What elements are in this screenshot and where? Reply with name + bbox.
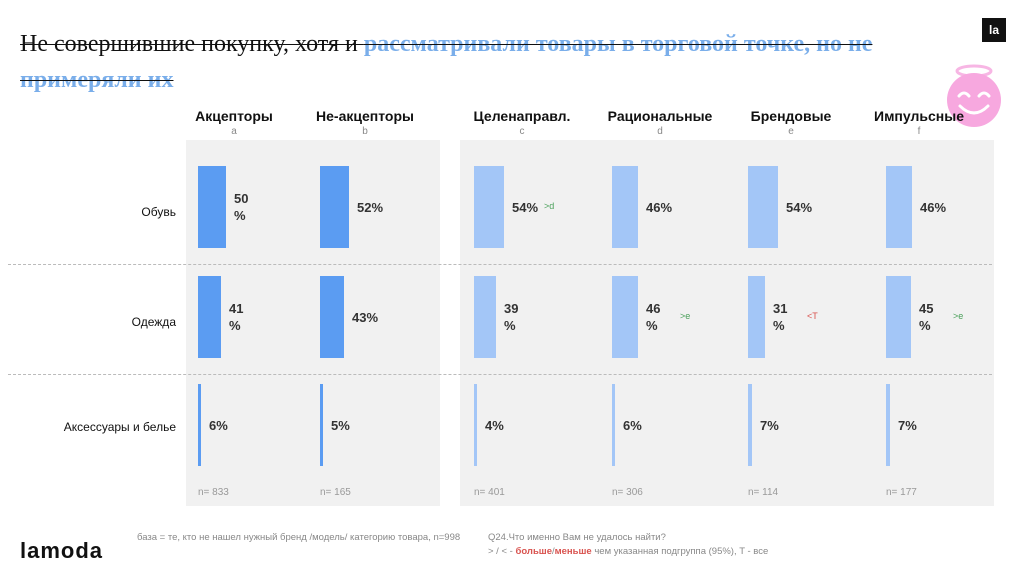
value-label: 4% <box>485 417 504 433</box>
bar <box>474 166 504 248</box>
row-divider <box>8 374 992 375</box>
value-label: 54% <box>786 199 813 215</box>
significance-label: >e <box>953 311 964 321</box>
group-header: Не-акцепторы <box>316 108 414 124</box>
bar <box>748 276 765 358</box>
sample-size: n= 306 <box>612 487 643 498</box>
group-letter: a <box>231 126 237 137</box>
value-label: 46 % <box>646 301 661 333</box>
sample-size: n= 401 <box>474 487 505 498</box>
group-letter: f <box>917 126 921 137</box>
value-label: 7% <box>898 417 917 433</box>
bar <box>474 276 496 358</box>
bar <box>748 166 778 248</box>
bar <box>612 276 638 358</box>
bar <box>886 384 890 466</box>
group-header: Брендовые <box>750 108 832 124</box>
panel-acceptors <box>186 140 440 506</box>
value-label: 6% <box>209 417 228 433</box>
row-label: Одежда <box>131 315 176 329</box>
legend-more: больше <box>515 546 552 557</box>
row-divider <box>8 264 992 265</box>
sample-size: n= 165 <box>320 487 351 498</box>
group-header: Целенаправл. <box>473 108 571 124</box>
logo-mark: la <box>982 18 1006 42</box>
group-header: Импульсные <box>874 108 964 124</box>
value-label: 7% <box>760 417 779 433</box>
footnote-question: Q24.Что именно Вам не удалось найти? <box>488 532 666 543</box>
bar <box>320 166 349 248</box>
value-label: 46% <box>646 199 673 215</box>
significance-label: <T <box>807 311 818 321</box>
row-label: Обувь <box>141 205 176 219</box>
sample-size: n= 177 <box>886 487 917 498</box>
value-label: 43% <box>352 309 379 325</box>
value-label: 45 % <box>919 301 934 333</box>
sample-size: n= 833 <box>198 487 229 498</box>
significance-label: >e <box>680 311 691 321</box>
value-label: 5% <box>331 417 350 433</box>
bar <box>612 384 615 466</box>
panel-segments <box>460 140 994 506</box>
value-label: 46% <box>920 199 947 215</box>
value-label: 39 % <box>504 301 519 333</box>
group-letter: c <box>519 126 525 137</box>
group-letter: d <box>657 126 663 137</box>
row-label: Аксессуары и белье <box>63 420 176 434</box>
group-letter: e <box>788 126 794 137</box>
title-highlight: рассматривали товары в торговой точке, н… <box>20 31 873 93</box>
group-header: Акцепторы <box>195 108 273 124</box>
footnote-legend: > / < - больше/меньше чем указанная подг… <box>488 546 769 557</box>
value-label: 31 % <box>773 301 788 333</box>
value-label: 52% <box>357 199 384 215</box>
value-label: 6% <box>623 417 642 433</box>
bar <box>198 166 226 248</box>
footnote-base: база = те, кто не нашел нужный бренд /мо… <box>137 532 461 543</box>
page-title: Не совершившие покупку, хотя и рассматри… <box>20 31 873 93</box>
value-label: 41 % <box>229 301 244 333</box>
bar <box>886 166 912 248</box>
bar <box>886 276 911 358</box>
group-header: Рациональные <box>607 108 713 124</box>
legend-less: меньше <box>554 546 592 557</box>
bar <box>612 166 638 248</box>
bar <box>748 384 752 466</box>
group-letter: b <box>362 126 368 137</box>
bar <box>474 384 477 466</box>
bar <box>320 384 323 466</box>
bar <box>198 384 201 466</box>
smiley-angel-icon <box>947 64 1001 127</box>
brand-logo: lamoda <box>20 538 104 563</box>
significance-label: >d <box>544 201 555 211</box>
bar <box>320 276 344 358</box>
value-label: 54% <box>512 199 539 215</box>
sample-size: n= 114 <box>748 487 779 498</box>
value-label: 50 % <box>234 191 249 223</box>
bar <box>198 276 221 358</box>
